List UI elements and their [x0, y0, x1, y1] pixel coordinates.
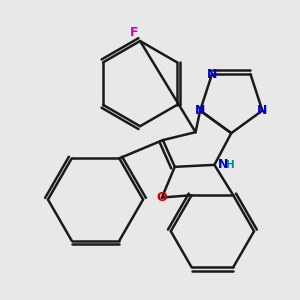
Text: N: N: [257, 104, 268, 117]
Text: N: N: [207, 68, 217, 80]
Text: F: F: [130, 26, 138, 39]
Text: N: N: [195, 104, 205, 117]
Text: N: N: [218, 158, 229, 171]
Text: H: H: [226, 160, 235, 170]
Text: O: O: [157, 191, 167, 204]
